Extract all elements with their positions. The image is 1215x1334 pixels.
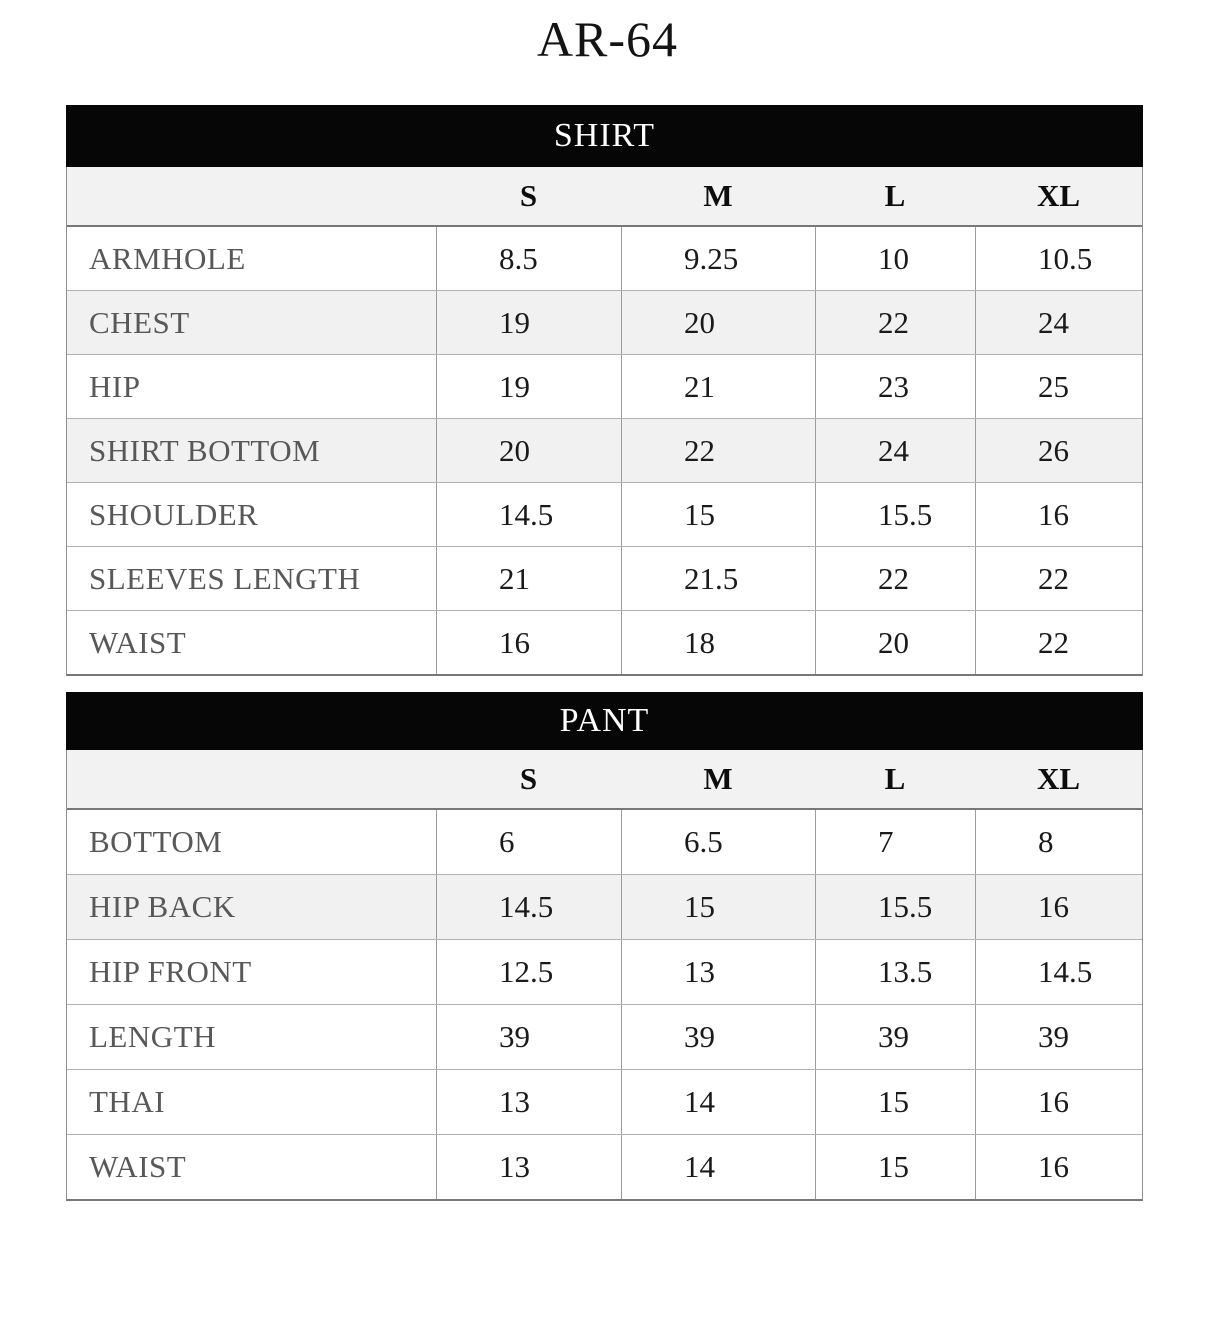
- page-title: AR-64: [536, 11, 679, 67]
- row-label: SHOULDER: [89, 496, 259, 532]
- size-header-cell: S: [519, 178, 538, 213]
- value-cell: 21: [621, 355, 815, 418]
- value-cell: 26: [975, 419, 1142, 482]
- table-row: SHOULDER 14.5 15 15.5 16: [67, 482, 1142, 546]
- row-label: HIP BACK: [89, 889, 236, 924]
- row-label: LENGTH: [89, 1019, 216, 1054]
- shirt-size-table: SHIRT S M L XL ARMHOLE 8.5 9.25 10 10.5 CHEST 19 2…: [66, 105, 1143, 676]
- size-header-cell: L: [884, 761, 906, 796]
- table-row: CHEST 19 20 22 24: [67, 290, 1142, 354]
- value-cell: 18: [621, 611, 815, 674]
- row-label: HIP FRONT: [89, 954, 252, 989]
- size-header-cell: M: [703, 178, 733, 213]
- value-cell: 19: [436, 355, 621, 418]
- value-cell: 15: [815, 1135, 975, 1199]
- value-cell: 14.5: [436, 875, 621, 939]
- table-row: HIP FRONT 12.5 13 13.5 14.5: [67, 939, 1142, 1004]
- value-cell: 14.5: [975, 940, 1142, 1004]
- table-row: WAIST 16 18 20 22: [67, 610, 1142, 674]
- value-cell: 39: [815, 1005, 975, 1069]
- value-cell: 23: [815, 355, 975, 418]
- table-row: BOTTOM 6 6.5 7 8: [67, 810, 1142, 874]
- value-cell: 22: [975, 547, 1142, 610]
- value-cell: 21: [436, 547, 621, 610]
- value-cell: 13: [436, 1135, 621, 1199]
- value-cell: 15.5: [815, 483, 975, 546]
- shirt-table-body: ARMHOLE 8.5 9.25 10 10.5 CHEST 19 20 22 24 HIP 19 21…: [67, 227, 1142, 674]
- row-label: CHEST: [89, 304, 190, 340]
- value-cell: 13: [621, 940, 815, 1004]
- value-cell: 21.5: [621, 547, 815, 610]
- row-label: WAIST: [89, 1149, 187, 1184]
- pant-table-title-bar: PANT: [66, 692, 1143, 750]
- size-header-cell: M: [703, 761, 733, 796]
- value-cell: 16: [975, 875, 1142, 939]
- value-cell: 16: [436, 611, 621, 674]
- row-label: ARMHOLE: [89, 240, 246, 276]
- value-cell: 15.5: [815, 875, 975, 939]
- value-cell: 13.5: [815, 940, 975, 1004]
- table-row: SLEEVES LENGTH 21 21.5 22 22: [67, 546, 1142, 610]
- value-cell: 6.5: [621, 810, 815, 874]
- value-cell: 20: [621, 291, 815, 354]
- value-cell: 16: [975, 1070, 1142, 1134]
- table-row: THAI 13 14 15 16: [67, 1069, 1142, 1134]
- size-header-cell: XL: [1036, 178, 1081, 213]
- value-cell: 7: [815, 810, 975, 874]
- row-label: SLEEVES LENGTH: [89, 560, 361, 596]
- size-header-cell: L: [884, 178, 906, 213]
- row-label: BOTTOM: [89, 824, 223, 859]
- value-cell: 20: [815, 611, 975, 674]
- value-cell: 39: [621, 1005, 815, 1069]
- value-cell: 24: [975, 291, 1142, 354]
- value-cell: 22: [621, 419, 815, 482]
- size-header-cell: XL: [1036, 761, 1081, 796]
- value-cell: 25: [975, 355, 1142, 418]
- value-cell: 16: [975, 1135, 1142, 1199]
- value-cell: 24: [815, 419, 975, 482]
- value-cell: 10.5: [975, 227, 1142, 290]
- value-cell: 22: [975, 611, 1142, 674]
- value-cell: 22: [815, 547, 975, 610]
- shirt-size-header-row: S M L XL: [67, 167, 1142, 227]
- value-cell: 12.5: [436, 940, 621, 1004]
- value-cell: 8.5: [436, 227, 621, 290]
- value-cell: 10: [815, 227, 975, 290]
- table-row: WAIST 13 14 15 16: [67, 1134, 1142, 1199]
- value-cell: 14: [621, 1135, 815, 1199]
- row-label: THAI: [89, 1084, 166, 1119]
- size-header-cell: S: [519, 761, 538, 796]
- value-cell: 9.25: [621, 227, 815, 290]
- pant-table-body: BOTTOM 6 6.5 7 8 HIP BACK 14.5 15 15.5 16 HIP FRON…: [67, 810, 1142, 1199]
- size-header-empty-cell: [67, 167, 436, 225]
- table-row: LENGTH 39 39 39 39: [67, 1004, 1142, 1069]
- value-cell: 22: [815, 291, 975, 354]
- pant-size-table: PANT S M L XL BOTTOM 6 6.5 7 8 HIP BACK 14.5 15 15.…: [66, 692, 1143, 1201]
- value-cell: 14.5: [436, 483, 621, 546]
- value-cell: 13: [436, 1070, 621, 1134]
- value-cell: 8: [975, 810, 1142, 874]
- value-cell: 15: [621, 483, 815, 546]
- row-label: SHIRT BOTTOM: [89, 432, 321, 468]
- table-row: SHIRT BOTTOM 20 22 24 26: [67, 418, 1142, 482]
- size-header-empty-cell: [67, 750, 436, 808]
- table-row: ARMHOLE 8.5 9.25 10 10.5: [67, 227, 1142, 290]
- table-row: HIP 19 21 23 25: [67, 354, 1142, 418]
- value-cell: 19: [436, 291, 621, 354]
- value-cell: 39: [436, 1005, 621, 1069]
- row-label: HIP: [89, 368, 141, 404]
- value-cell: 14: [621, 1070, 815, 1134]
- value-cell: 39: [975, 1005, 1142, 1069]
- value-cell: 16: [975, 483, 1142, 546]
- row-label: WAIST: [89, 624, 187, 660]
- pant-size-header-row: S M L XL: [67, 750, 1142, 810]
- value-cell: 15: [815, 1070, 975, 1134]
- value-cell: 20: [436, 419, 621, 482]
- value-cell: 15: [621, 875, 815, 939]
- shirt-table-title-bar: SHIRT: [66, 105, 1143, 167]
- table-row: HIP BACK 14.5 15 15.5 16: [67, 874, 1142, 939]
- value-cell: 6: [436, 810, 621, 874]
